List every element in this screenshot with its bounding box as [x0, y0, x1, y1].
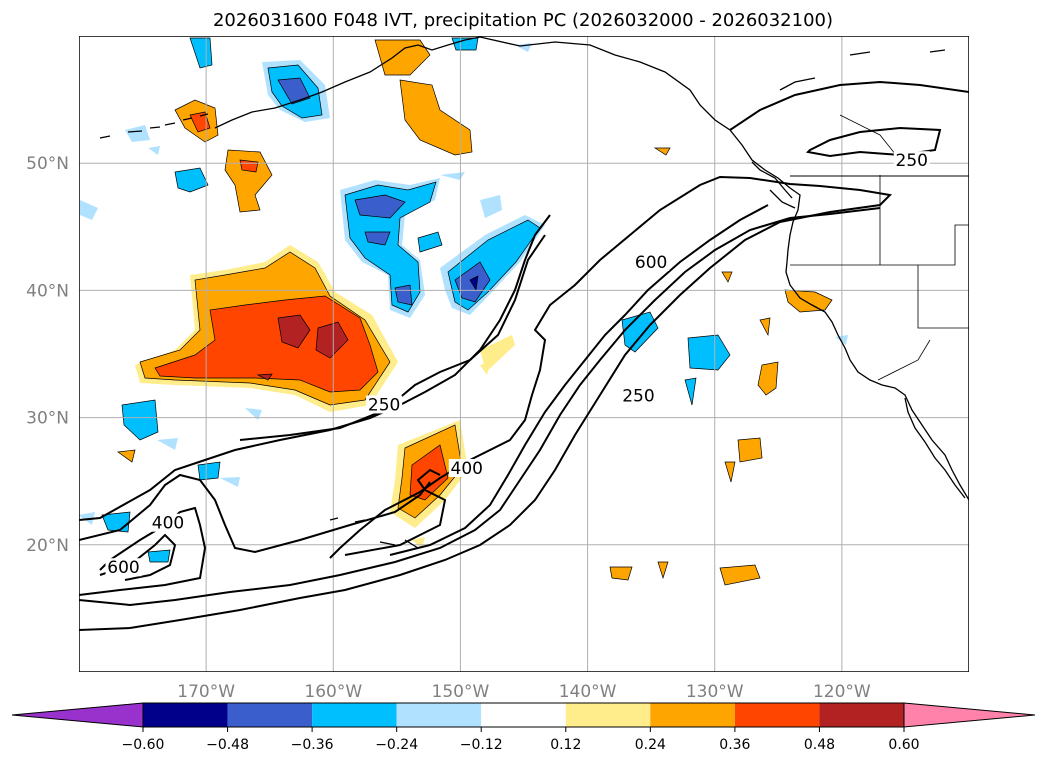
negative-anomaly-region	[417, 231, 443, 253]
map-panel: 250 600 250 250 400 400 600	[79, 36, 969, 672]
ivt-contour-label: 250	[368, 395, 400, 415]
lon-tick-label: 130°W	[686, 682, 744, 702]
state-borders	[790, 114, 969, 381]
lon-tick-label: 140°W	[559, 682, 617, 702]
ivt-contour-label: 400	[451, 459, 483, 479]
longitude-labels: 170°W 160°W 150°W 140°W 130°W 120°W	[177, 682, 871, 702]
ivt-contour-label: 250	[622, 387, 654, 407]
colorbar-segment	[565, 703, 651, 727]
ivt-contour-250	[79, 175, 893, 631]
ivt-contour-label: 250	[896, 151, 928, 171]
ivt-contour-250-east-top	[729, 80, 969, 131]
ivt-contour-250-west	[79, 473, 431, 554]
ivt-contour-label: 600	[107, 558, 139, 578]
colorbar-segment	[312, 703, 397, 727]
north-america-coast	[785, 187, 969, 501]
colorbar-tick-label: −0.60	[122, 737, 165, 753]
colorbar-segment	[143, 703, 228, 727]
lon-tick-label: 170°W	[177, 682, 235, 702]
positive-anomaly-region	[154, 295, 379, 393]
colorbar-frame	[142, 702, 905, 728]
contour-label-bg	[150, 513, 186, 532]
ivt-contour-400	[79, 207, 881, 607]
colorbar-tick-label: 0.60	[888, 737, 919, 753]
colorbar-tick-label: −0.24	[375, 737, 418, 753]
colorbar-tick-label: 0.12	[550, 737, 581, 753]
colorbar-tick-label: −0.12	[460, 737, 503, 753]
colorbar-segment	[650, 703, 735, 727]
colorbar-segment	[481, 703, 566, 727]
ivt-contour-labels: 250 600 250 250 400 400 600	[105, 151, 930, 578]
ivt-contour-label: 600	[635, 253, 667, 273]
positive-anomaly-region	[784, 289, 833, 313]
alaska-coast	[214, 36, 791, 189]
lon-tick-label: 120°W	[813, 682, 871, 702]
positive-anomaly-region	[719, 564, 761, 586]
map-title: 2026031600 F048 IVT, precipitation PC (2…	[213, 10, 833, 31]
positive-anomaly-region	[256, 314, 349, 381]
colorbar-segment	[396, 703, 482, 727]
lat-tick-label: 50°N	[26, 154, 69, 174]
lat-tick-label: 40°N	[26, 281, 69, 301]
latitude-labels: 20°N 30°N 40°N 50°N	[26, 154, 69, 556]
contour-label-bg	[448, 459, 485, 478]
positive-anomaly-region	[399, 79, 473, 156]
colorbar-tick-label: 0.36	[719, 737, 750, 753]
positive-anomaly-region	[737, 437, 763, 463]
positive-anomaly-region	[239, 159, 259, 173]
negative-anomaly-region	[469, 275, 479, 292]
positive-anomaly-region	[117, 147, 771, 580]
hawaiian-islands	[329, 517, 419, 549]
contour-label-bg	[105, 558, 142, 577]
colorbar-tick-label: 0.48	[804, 737, 835, 753]
negative-anomaly-region	[277, 77, 311, 105]
ivt-contour-250-south	[239, 234, 546, 441]
ivt-contour-label: 400	[152, 514, 184, 534]
negative-anomaly-region	[101, 37, 731, 563]
graticule	[79, 36, 969, 672]
coastlines	[99, 36, 969, 549]
positive-anomaly-region	[374, 39, 431, 76]
lon-tick-label: 150°W	[432, 682, 490, 702]
aleutian-islands	[99, 113, 209, 139]
north-shoreline	[779, 49, 946, 91]
baja-coast	[904, 397, 966, 499]
ivt-contour-400-west	[79, 506, 207, 596]
negative-anomaly-region	[354, 194, 413, 306]
colorbar-tick-label: 0.24	[635, 737, 666, 753]
contour-label-bg	[366, 395, 403, 414]
colorbar-tick-label: −0.36	[291, 737, 334, 753]
contour-label-bg	[893, 151, 930, 170]
bc-coast	[751, 161, 796, 209]
ivt-contour-250-east	[805, 126, 942, 158]
positive-anomaly-region	[757, 361, 779, 396]
positive-anomaly-region	[224, 149, 273, 213]
positive-anomaly-region	[609, 566, 633, 581]
contour-label-bg	[633, 252, 670, 271]
colorbar-extend-low	[11, 702, 144, 728]
colorbar-tick-label: −0.48	[206, 737, 249, 753]
positive-anomaly-region	[189, 111, 211, 133]
colorbar: −0.60 −0.48 −0.36 −0.24 −0.12 0.12 0.24 0.36 0.4…	[11, 702, 1036, 753]
lat-tick-label: 20°N	[26, 536, 69, 556]
positive-anomaly-region	[409, 444, 449, 501]
contour-label-bg	[620, 386, 657, 405]
colorbar-extend-high	[903, 702, 1036, 728]
lon-tick-label: 160°W	[304, 682, 362, 702]
lat-tick-label: 30°N	[26, 409, 69, 429]
precip-pc-shading	[79, 37, 848, 586]
colorbar-segment	[819, 703, 904, 727]
colorbar-segment	[227, 703, 313, 727]
ivt-contour-600	[389, 204, 769, 556]
ivt-contour-400-hawaii	[344, 468, 447, 556]
colorbar-segment	[734, 703, 820, 727]
